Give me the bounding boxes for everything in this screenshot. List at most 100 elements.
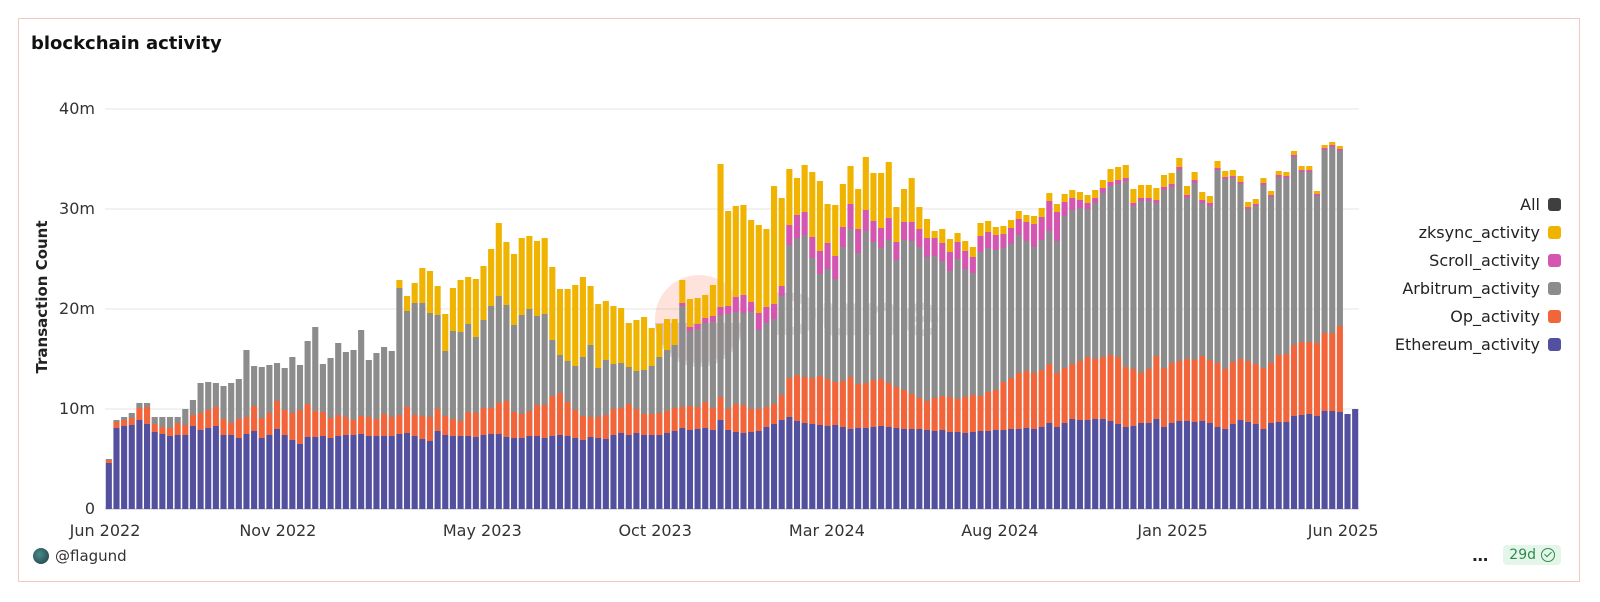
bar-segment-ethereum[interactable] — [503, 437, 510, 509]
bar-segment-op[interactable] — [488, 408, 495, 434]
bar-segment-zksync[interactable] — [923, 219, 931, 238]
bar-segment-op[interactable] — [694, 407, 701, 429]
bar-segment-scroll[interactable] — [1336, 149, 1343, 151]
bar-segment-op[interactable] — [1283, 354, 1290, 422]
bar-segment-op[interactable] — [113, 422, 120, 428]
bar-segment-zksync[interactable] — [862, 157, 869, 210]
bar-segment-arbitrum[interactable] — [893, 260, 900, 387]
bar-segment-arbitrum[interactable] — [105, 459, 112, 460]
bar-segment-scroll[interactable] — [1306, 170, 1313, 172]
bar-segment-op[interactable] — [633, 409, 640, 433]
bar-segment-arbitrum[interactable] — [564, 361, 571, 402]
bar-segment-op[interactable] — [1191, 360, 1198, 422]
bar-segment-arbitrum[interactable] — [472, 337, 479, 413]
bar-segment-zksync[interactable] — [985, 221, 992, 232]
bar-segment-op[interactable] — [1206, 360, 1213, 423]
bar-segment-op[interactable] — [258, 418, 265, 438]
bar-segment-ethereum[interactable] — [327, 438, 334, 509]
bar-segment-arbitrum[interactable] — [1237, 184, 1244, 359]
bar-segment-scroll[interactable] — [1061, 202, 1068, 216]
bar-segment-arbitrum[interactable] — [228, 383, 235, 423]
bar-segment-arbitrum[interactable] — [717, 315, 724, 397]
bar-segment-op[interactable] — [1168, 363, 1175, 423]
bar-segment-op[interactable] — [610, 409, 617, 435]
bar-segment-arbitrum[interactable] — [663, 350, 671, 411]
bar-segment-ethereum[interactable] — [319, 436, 326, 509]
bar-segment-arbitrum[interactable] — [885, 240, 892, 383]
bar-segment-zksync[interactable] — [656, 324, 663, 357]
bar-segment-op[interactable] — [419, 416, 426, 439]
bar-segment-arbitrum[interactable] — [312, 327, 319, 411]
bar-segment-arbitrum[interactable] — [503, 305, 510, 401]
bar-segment-arbitrum[interactable] — [786, 245, 793, 378]
bar-segment-zksync[interactable] — [625, 323, 632, 367]
bar-segment-op[interactable] — [556, 393, 564, 435]
bar-segment-scroll[interactable] — [900, 222, 908, 240]
bar-segment-ethereum[interactable] — [273, 429, 281, 509]
bar-segment-scroll[interactable] — [1268, 195, 1275, 197]
bar-segment-ethereum[interactable] — [312, 437, 319, 509]
bar-segment-op[interactable] — [1222, 369, 1229, 429]
bar-segment-arbitrum[interactable] — [235, 379, 242, 419]
bar-segment-arbitrum[interactable] — [809, 258, 816, 378]
bar-segment-arbitrum[interactable] — [556, 355, 564, 393]
bar-segment-zksync[interactable] — [618, 308, 625, 363]
bar-segment-arbitrum[interactable] — [923, 257, 931, 401]
bar-segment-ethereum[interactable] — [1206, 423, 1213, 509]
bar-segment-arbitrum[interactable] — [495, 296, 502, 403]
bar-segment-ethereum[interactable] — [1008, 429, 1015, 509]
bar-segment-arbitrum[interactable] — [289, 357, 296, 413]
bar-segment-zksync[interactable] — [595, 304, 602, 368]
bar-segment-ethereum[interactable] — [533, 436, 541, 509]
bar-segment-ethereum[interactable] — [304, 437, 311, 509]
bar-segment-ethereum[interactable] — [679, 428, 686, 509]
bar-segment-ethereum[interactable] — [1176, 421, 1183, 509]
bar-segment-ethereum[interactable] — [618, 433, 625, 509]
bar-segment-op[interactable] — [228, 423, 235, 435]
bar-segment-op[interactable] — [1061, 368, 1068, 423]
bar-segment-scroll[interactable] — [1122, 178, 1129, 181]
bar-segment-arbitrum[interactable] — [954, 259, 961, 399]
bar-segment-op[interactable] — [480, 408, 487, 435]
bar-segment-op[interactable] — [312, 411, 319, 437]
bar-segment-arbitrum[interactable] — [1084, 209, 1091, 357]
bar-segment-scroll[interactable] — [1076, 200, 1083, 208]
bar-segment-ethereum[interactable] — [403, 433, 411, 509]
bar-segment-scroll[interactable] — [778, 286, 785, 296]
bar-segment-op[interactable] — [1122, 367, 1129, 427]
bar-segment-ethereum[interactable] — [893, 428, 900, 509]
bar-segment-zksync[interactable] — [511, 254, 518, 325]
bar-segment-ethereum[interactable] — [1260, 429, 1267, 509]
bar-segment-op[interactable] — [266, 413, 273, 435]
bar-segment-scroll[interactable] — [1130, 203, 1137, 206]
bar-segment-ethereum[interactable] — [518, 438, 525, 509]
bar-segment-op[interactable] — [786, 378, 793, 417]
bar-segment-op[interactable] — [954, 399, 961, 432]
bar-segment-op[interactable] — [159, 427, 166, 434]
bar-segment-ethereum[interactable] — [549, 436, 556, 509]
bar-segment-op[interactable] — [602, 415, 609, 439]
bar-segment-ethereum[interactable] — [748, 432, 755, 509]
bar-segment-scroll[interactable] — [946, 252, 953, 271]
bar-segment-scroll[interactable] — [801, 212, 808, 235]
bar-segment-op[interactable] — [1092, 359, 1099, 419]
bar-segment-arbitrum[interactable] — [113, 420, 120, 422]
bar-segment-arbitrum[interactable] — [1061, 216, 1068, 368]
bar-segment-op[interactable] — [1275, 355, 1282, 422]
bar-segment-arbitrum[interactable] — [1000, 248, 1007, 382]
bar-segment-ethereum[interactable] — [1076, 420, 1083, 509]
bar-segment-ethereum[interactable] — [1245, 422, 1252, 509]
bar-segment-zksync[interactable] — [1008, 220, 1015, 228]
bar-segment-ethereum[interactable] — [908, 429, 915, 509]
bar-segment-arbitrum[interactable] — [533, 316, 541, 405]
bar-segment-ethereum[interactable] — [1015, 429, 1022, 509]
bar-segment-ethereum[interactable] — [602, 439, 609, 509]
bar-segment-op[interactable] — [289, 413, 296, 440]
bar-segment-op[interactable] — [648, 414, 655, 435]
bar-segment-op[interactable] — [992, 390, 999, 430]
bar-segment-scroll[interactable] — [954, 242, 961, 259]
bar-segment-zksync[interactable] — [893, 207, 900, 242]
bar-segment-zksync[interactable] — [1336, 146, 1343, 149]
bar-segment-scroll[interactable] — [1290, 155, 1298, 157]
bar-segment-op[interactable] — [503, 401, 510, 437]
